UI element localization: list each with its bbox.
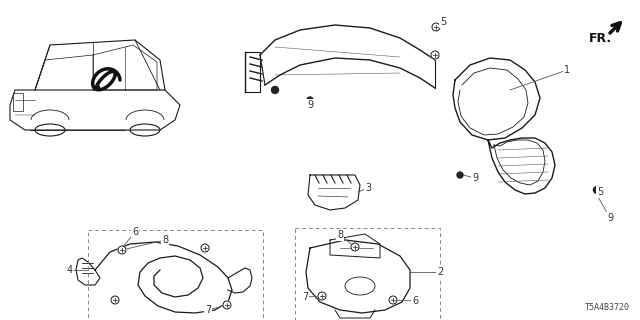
Circle shape bbox=[431, 51, 439, 59]
Text: 8: 8 bbox=[162, 235, 168, 245]
Text: T5A4B3720: T5A4B3720 bbox=[585, 303, 630, 312]
Circle shape bbox=[351, 243, 359, 251]
Text: 1: 1 bbox=[564, 65, 570, 75]
Circle shape bbox=[223, 301, 231, 309]
Circle shape bbox=[432, 23, 440, 31]
Text: FR.: FR. bbox=[588, 31, 612, 44]
Text: 2: 2 bbox=[437, 267, 443, 277]
Text: 7: 7 bbox=[302, 292, 308, 302]
Circle shape bbox=[201, 244, 209, 252]
Text: 7: 7 bbox=[205, 305, 211, 315]
Text: 8: 8 bbox=[337, 230, 343, 240]
Text: 6: 6 bbox=[132, 227, 138, 237]
Text: 9: 9 bbox=[472, 173, 478, 183]
Text: 5: 5 bbox=[597, 187, 603, 197]
Bar bbox=[295, 228, 440, 320]
Circle shape bbox=[318, 292, 326, 300]
Circle shape bbox=[593, 187, 600, 194]
Text: 4: 4 bbox=[67, 265, 73, 275]
Bar bbox=[88, 230, 263, 320]
Circle shape bbox=[118, 246, 126, 254]
Text: 3: 3 bbox=[365, 183, 371, 193]
Text: 9: 9 bbox=[307, 100, 313, 110]
Text: 5: 5 bbox=[440, 17, 446, 27]
Circle shape bbox=[389, 296, 397, 304]
Circle shape bbox=[111, 296, 119, 304]
Circle shape bbox=[457, 172, 463, 178]
Circle shape bbox=[271, 86, 278, 93]
Text: 6: 6 bbox=[412, 296, 418, 306]
Bar bbox=[13, 93, 23, 111]
Circle shape bbox=[307, 97, 313, 103]
Text: 9: 9 bbox=[607, 213, 613, 223]
